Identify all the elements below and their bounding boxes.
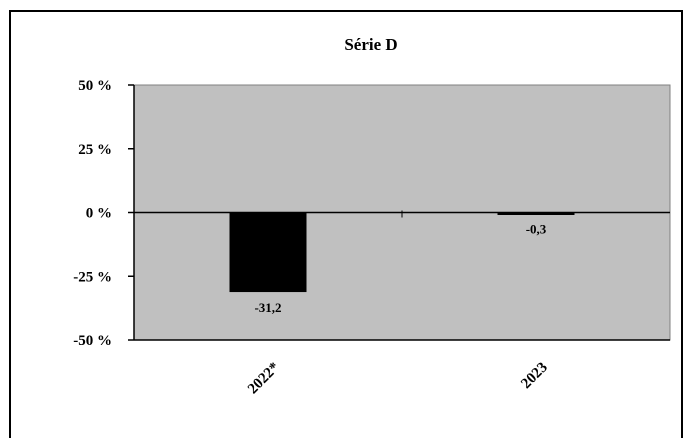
data-label: -31,2 — [254, 300, 281, 315]
y-tick-label: -50 % — [73, 333, 112, 349]
y-tick-label: 0 % — [86, 206, 112, 222]
chart-title: Série D — [344, 35, 397, 54]
x-tick-label: 2023 — [518, 360, 551, 393]
y-tick-label: 50 % — [78, 78, 112, 94]
x-tick-label: 2022* — [245, 360, 283, 398]
bar — [497, 212, 575, 215]
y-axis: 50 % 25 % 0 % -25 % -50 % — [73, 78, 135, 349]
data-label: -0,3 — [526, 221, 547, 236]
y-tick-label: -25 % — [73, 269, 112, 285]
bars: -31,2 -0,3 — [229, 212, 575, 315]
bar — [229, 212, 307, 293]
y-tick-label: 25 % — [78, 142, 112, 158]
